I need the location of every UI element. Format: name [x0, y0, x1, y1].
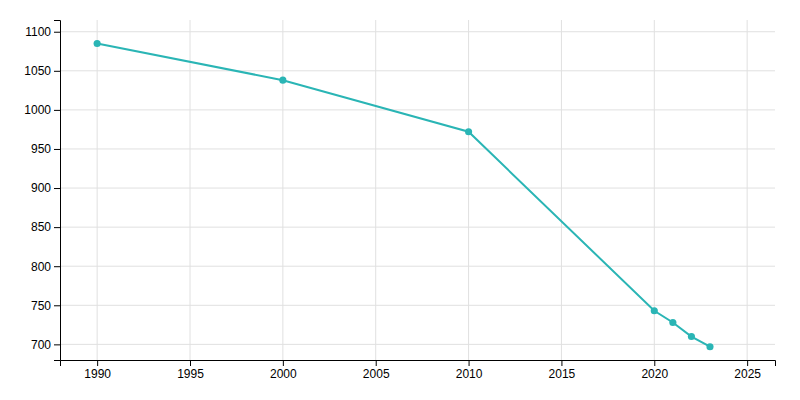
y-tick: 700 — [31, 338, 60, 352]
y-axis-line — [54, 21, 61, 361]
point — [465, 128, 472, 135]
chart: 1990 1995 2000 2005 2010 2015 2020 2025 700 750 80… — [0, 0, 800, 400]
x-tick-mark — [747, 360, 748, 366]
grid-line-y — [60, 109, 775, 110]
y-tick-label: 1100 — [25, 25, 51, 39]
grid-line-y — [60, 227, 775, 228]
y-tick-mark — [54, 149, 60, 150]
x-tick-label: 2005 — [363, 367, 390, 381]
x-tick: 2000 — [270, 360, 297, 381]
x-tick-label: 2025 — [734, 367, 761, 381]
x-tick: 2010 — [456, 360, 483, 381]
point — [706, 343, 713, 350]
grid — [60, 20, 775, 360]
y-tick-label: 1050 — [24, 64, 51, 78]
y-tick-label: 800 — [31, 260, 51, 274]
x-tick-mark — [469, 360, 470, 366]
y-tick: 750 — [31, 299, 60, 313]
x-tick-mark — [654, 360, 655, 366]
x-tick-label: 1995 — [177, 367, 204, 381]
x-tick-mark — [376, 360, 377, 366]
y-tick-mark — [54, 110, 60, 111]
grid-line-y — [60, 148, 775, 149]
y-tick-label: 1000 — [24, 103, 51, 117]
x-axis: 1990 1995 2000 2005 2010 2015 2020 2025 — [61, 360, 776, 381]
marks — [94, 40, 714, 350]
y-tick-mark — [54, 71, 60, 72]
y-tick-mark — [54, 344, 60, 345]
point — [688, 333, 695, 340]
x-tick-mark — [97, 360, 98, 366]
y-tick-label: 850 — [31, 220, 51, 234]
x-tick-label: 1990 — [84, 367, 111, 381]
x-tick-mark — [561, 360, 562, 366]
y-tick-label: 750 — [31, 299, 51, 313]
y-tick-mark — [54, 188, 60, 189]
plot: 1990 1995 2000 2005 2010 2015 2020 2025 700 750 80… — [24, 20, 775, 381]
y-tick-label: 950 — [31, 142, 51, 156]
line — [97, 43, 710, 346]
y-axis: 700 750 800 850 900 950 1000 1050 1100 — [24, 21, 60, 361]
grid-line-y — [60, 266, 775, 267]
grid-line-y — [60, 344, 775, 345]
y-tick: 1100 — [25, 25, 60, 39]
grid-line-y — [60, 305, 775, 306]
x-tick-label: 2020 — [641, 367, 668, 381]
x-axis-line — [61, 361, 776, 367]
x-tick-label: 2015 — [549, 367, 576, 381]
y-tick-label: 900 — [31, 181, 51, 195]
x-tick: 2025 — [734, 360, 761, 381]
grid-line-y — [60, 70, 775, 71]
x-tick: 1995 — [177, 360, 204, 381]
x-tick: 2015 — [549, 360, 576, 381]
y-tick: 800 — [31, 260, 60, 274]
x-tick: 2005 — [363, 360, 390, 381]
y-tick-mark — [54, 266, 60, 267]
y-tick: 1050 — [24, 64, 60, 78]
grid-line-y — [60, 31, 775, 32]
y-tick-label: 700 — [31, 338, 51, 352]
point — [94, 40, 101, 47]
y-tick-mark — [54, 227, 60, 228]
point — [669, 319, 676, 326]
x-tick-label: 2010 — [456, 367, 483, 381]
y-tick-mark — [54, 32, 60, 33]
x-tick-mark — [190, 360, 191, 366]
y-tick-mark — [54, 305, 60, 306]
y-tick: 900 — [31, 181, 60, 195]
grid-line-y — [60, 188, 775, 189]
x-tick-label: 2000 — [270, 367, 297, 381]
y-tick: 1000 — [24, 103, 60, 117]
y-tick: 950 — [31, 142, 60, 156]
point — [651, 307, 658, 314]
x-tick-mark — [283, 360, 284, 366]
x-tick: 1990 — [84, 360, 111, 381]
point — [279, 77, 286, 84]
x-tick: 2020 — [641, 360, 668, 381]
y-tick: 850 — [31, 220, 60, 234]
